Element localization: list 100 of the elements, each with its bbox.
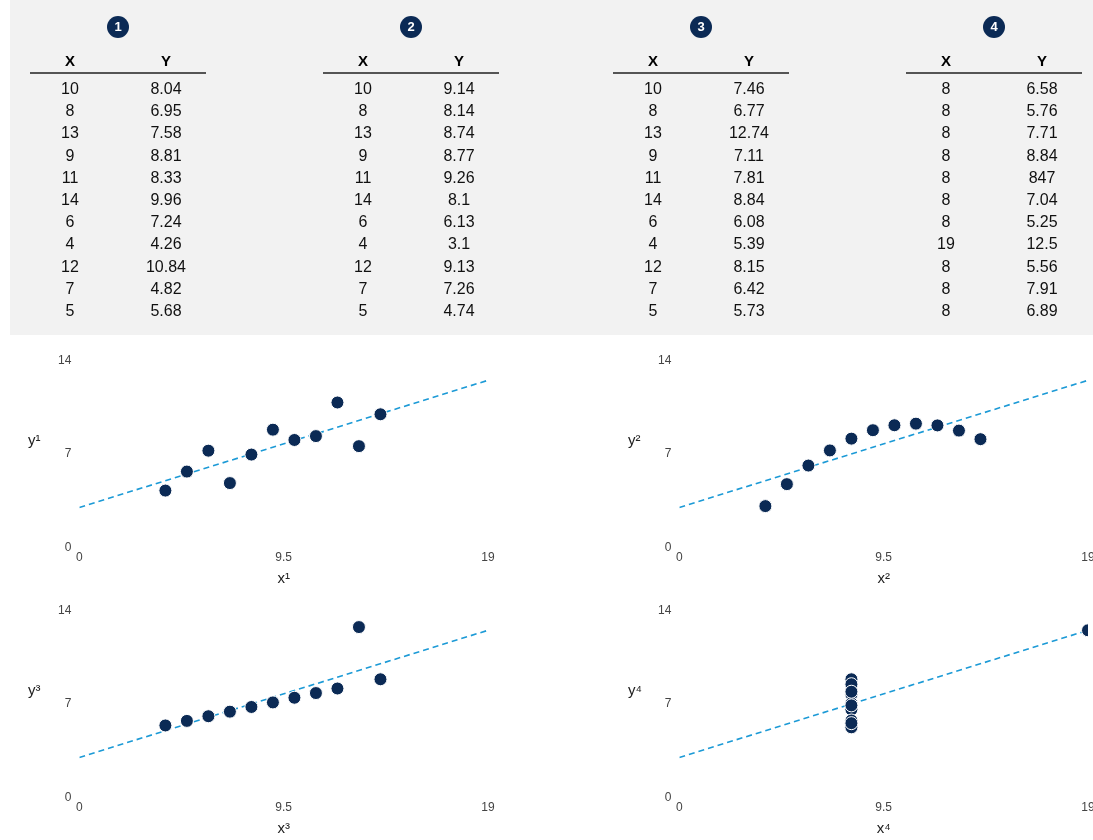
y-axis-title: y² (628, 431, 641, 448)
point (222, 476, 237, 491)
text: 10 (643, 80, 663, 98)
text: 6.89 (1025, 302, 1059, 320)
x-axis-title: x¹ (277, 569, 290, 587)
text: 12 (60, 257, 80, 276)
text: 7.04 (1025, 191, 1059, 209)
text: 9.13 (442, 257, 476, 276)
point (887, 418, 902, 433)
text: 5 (357, 302, 369, 320)
x-tick-label: 19 (481, 800, 495, 815)
text: 1 (107, 16, 129, 38)
text: 13 (60, 124, 80, 143)
text: 9.14 (442, 80, 476, 98)
x-tick-label: 19 (481, 550, 495, 565)
text: Y (743, 52, 755, 69)
text: 4.26 (149, 235, 183, 254)
y-tick-label: 14 (57, 352, 72, 367)
text: 6.58 (1025, 80, 1059, 98)
y-tick-label: 14 (57, 602, 72, 617)
y-tick-label: 0 (64, 789, 72, 804)
text: 4.82 (149, 279, 183, 298)
text: 8 (64, 102, 76, 121)
y-tick-label: 0 (664, 789, 672, 804)
point (244, 699, 259, 714)
x-tick-label: 0 (676, 800, 683, 815)
text: Y (1036, 52, 1048, 69)
point (308, 686, 323, 701)
point (373, 672, 388, 687)
text: 12.74 (727, 124, 770, 143)
point (330, 395, 345, 410)
text: 8.84 (732, 191, 766, 209)
point (930, 418, 945, 433)
text: 8 (940, 124, 952, 143)
text: 4 (64, 235, 76, 254)
text: 8 (940, 279, 952, 298)
point (779, 477, 794, 492)
text: 8 (940, 102, 952, 121)
text: 6 (64, 213, 76, 232)
point (201, 709, 216, 724)
text: 7.24 (149, 213, 183, 232)
text: 7.91 (1025, 279, 1059, 298)
text: 10 (353, 80, 373, 98)
text: 7 (357, 279, 369, 298)
text: 9 (64, 146, 76, 165)
point (265, 422, 280, 437)
point (973, 432, 988, 447)
text: 4.74 (442, 302, 476, 320)
point (265, 695, 280, 710)
text: 3 (690, 16, 712, 38)
text: 8.04 (149, 80, 183, 98)
text: 5.25 (1025, 213, 1059, 232)
point (951, 423, 966, 438)
point (822, 443, 837, 458)
text: Y (453, 52, 465, 69)
text: 3.1 (446, 235, 472, 254)
text: 8 (940, 80, 952, 98)
y-axis-title: y³ (28, 681, 41, 698)
point (287, 432, 302, 447)
text: 5 (647, 302, 659, 320)
point (201, 443, 216, 458)
text: 8.81 (149, 146, 183, 165)
text: 7.58 (149, 124, 183, 143)
point (287, 690, 302, 705)
text: X (64, 52, 76, 69)
y-tick-label: 7 (64, 696, 72, 711)
point (865, 423, 880, 438)
text: 2 (400, 16, 422, 38)
text: 7.26 (442, 279, 476, 298)
x-axis-title: x³ (277, 819, 290, 837)
text: 5.56 (1025, 257, 1059, 276)
text: 6.13 (442, 213, 476, 232)
text: X (357, 52, 369, 69)
text: 6 (357, 213, 369, 232)
text: 8 (940, 168, 952, 187)
text: 7.71 (1025, 124, 1059, 143)
point (351, 620, 366, 635)
text: 847 (1027, 168, 1057, 187)
text: 8.14 (442, 102, 476, 121)
text: 8.77 (442, 146, 476, 165)
point (158, 718, 173, 733)
text: X (647, 52, 659, 69)
point (244, 447, 259, 462)
text: 7.46 (732, 80, 766, 98)
point (373, 407, 388, 422)
text: 12.5 (1025, 235, 1059, 254)
y-tick-label: 0 (664, 539, 672, 554)
text: X (940, 52, 952, 69)
text: Y (160, 52, 172, 69)
text: 6.95 (149, 102, 183, 121)
text: 9 (647, 146, 659, 165)
text: 9.26 (442, 168, 476, 187)
text: 10.84 (144, 257, 187, 276)
point (908, 416, 923, 431)
text: 12 (353, 257, 373, 276)
text: 8 (940, 302, 952, 320)
y-tick-label: 7 (664, 446, 672, 461)
y-tick-label: 14 (657, 602, 672, 617)
text: 8.1 (446, 191, 472, 209)
x-tick-label: 0 (76, 550, 83, 565)
